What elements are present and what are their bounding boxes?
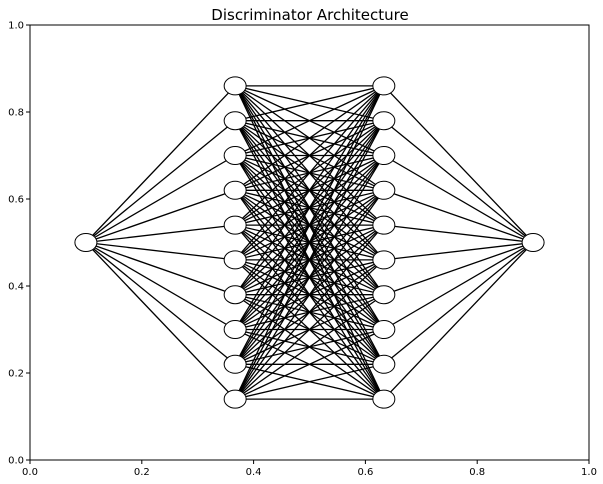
edge-l0-n0-to-l1-n8: [85, 241, 236, 365]
axes-frame: [29, 24, 590, 461]
node-layer1-0: [223, 76, 247, 96]
network-nodes: [74, 76, 545, 409]
node-layer2-5: [372, 250, 396, 270]
edge-l1-n4-to-l2-n0: [234, 85, 385, 226]
edge-l1-n7-to-l2-n0: [234, 85, 385, 330]
node-layer2-7: [372, 320, 396, 339]
edge-l1-n9-to-l2-n3: [234, 189, 385, 400]
x-tick-label: 1.0: [581, 467, 597, 478]
edge-l1-n9-to-l2-n1: [234, 120, 385, 400]
x-tick-label: 0.4: [246, 467, 262, 478]
x-tick-label: 0.2: [134, 467, 150, 478]
edge-l1-n2-to-l2-n0: [234, 85, 385, 157]
edge-l2-n3-to-l3-n0: [383, 189, 534, 244]
edge-l1-n1-to-l2-n0: [235, 85, 384, 122]
edge-l0-n0-to-l1-n3: [85, 189, 236, 244]
node-layer2-4: [372, 215, 396, 235]
y-tick-label: 0.8: [8, 108, 24, 119]
edge-l1-n9-to-l2-n5: [234, 259, 385, 400]
node-layer1-1: [223, 111, 247, 131]
edge-l2-n4-to-l3-n0: [383, 224, 534, 244]
y-tick-label: 1.0: [8, 21, 24, 32]
edge-l2-n8-to-l3-n0: [383, 241, 534, 365]
x-axis: 0.0 0.2 0.4 0.6 0.8 1.0: [22, 460, 597, 478]
y-tick-label: 0.6: [8, 195, 24, 206]
edge-l2-n1-to-l3-n0: [383, 120, 534, 244]
node-layer2-9: [372, 389, 396, 409]
x-tick-label: 0.8: [469, 467, 485, 478]
x-tick-label: 0.0: [22, 467, 38, 478]
node-layer1-3: [223, 180, 247, 200]
edge-l2-n6-to-l3-n0: [383, 241, 534, 296]
node-layer2-1: [372, 111, 396, 131]
edge-l1-n9-to-l2-n2: [234, 155, 385, 400]
node-layer2-0: [372, 76, 396, 96]
node-layer1-8: [223, 354, 247, 374]
chart-title: Discriminator Architecture: [211, 6, 408, 24]
y-tick-label: 0.0: [8, 456, 24, 467]
node-layer1-6: [223, 285, 247, 305]
edge-l0-n0-to-l1-n2: [85, 154, 236, 244]
node-layer0-0: [74, 233, 98, 252]
edge-l0-n0-to-l1-n1: [85, 120, 236, 244]
node-layer1-7: [223, 320, 247, 339]
node-layer2-8: [372, 354, 396, 374]
edge-l2-n9-to-l3-n0: [383, 242, 534, 400]
edge-l0-n0-to-l1-n4: [85, 224, 236, 244]
node-layer1-5: [223, 250, 247, 270]
edge-l0-n0-to-l1-n6: [85, 241, 236, 296]
node-layer2-2: [372, 146, 396, 165]
node-layer2-3: [372, 180, 396, 200]
node-layer1-4: [223, 215, 247, 235]
network-edges: [85, 85, 534, 400]
edge-l2-n5-to-l3-n0: [383, 241, 534, 261]
edge-l2-n2-to-l3-n0: [383, 154, 534, 244]
edge-l1-n9-to-l2-n8: [235, 363, 384, 400]
edge-l1-n9-to-l2-n6: [234, 294, 385, 400]
edge-l0-n0-to-l1-n5: [85, 241, 236, 261]
x-tick-label: 0.6: [357, 467, 373, 478]
node-layer2-6: [372, 285, 396, 305]
edge-l2-n7-to-l3-n0: [383, 241, 534, 331]
node-layer1-2: [223, 146, 247, 165]
y-tick-label: 0.4: [8, 282, 24, 293]
edge-l1-n3-to-l2-n0: [234, 85, 385, 191]
node-layer3-0: [521, 233, 545, 252]
y-axis: 0.0 0.2 0.4 0.6 0.8 1.0: [8, 21, 30, 467]
edge-l1-n6-to-l2-n0: [234, 85, 385, 296]
edge-l0-n0-to-l1-n9: [85, 242, 236, 400]
edge-l1-n9-to-l2-n7: [234, 328, 385, 400]
y-tick-label: 0.2: [8, 369, 24, 380]
edge-l2-n0-to-l3-n0: [383, 85, 534, 243]
edge-l0-n0-to-l1-n0: [85, 85, 236, 243]
edge-l1-n8-to-l2-n0: [234, 85, 385, 365]
edge-l1-n9-to-l2-n0: [234, 85, 385, 400]
node-layer1-9: [223, 389, 247, 409]
edge-l1-n5-to-l2-n0: [234, 85, 385, 261]
edge-l0-n0-to-l1-n7: [85, 241, 236, 331]
edge-l1-n9-to-l2-n4: [234, 224, 385, 400]
